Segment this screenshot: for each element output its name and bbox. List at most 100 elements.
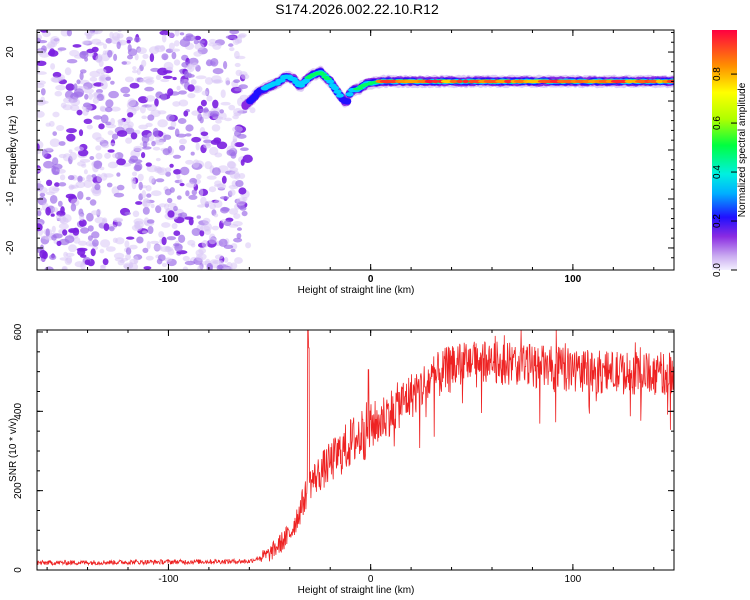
noise-blob — [136, 236, 144, 244]
noise-blob — [52, 187, 60, 192]
noise-blob — [230, 140, 236, 148]
noise-blob — [103, 43, 107, 50]
noise-blob — [62, 229, 68, 236]
noise-blob — [138, 96, 149, 104]
noise-blob — [240, 147, 249, 151]
noise-blob — [172, 154, 182, 159]
y-tick-label: -10 — [5, 191, 16, 206]
noise-blob — [49, 195, 58, 204]
noise-blob — [72, 44, 82, 48]
noise-blob — [48, 120, 55, 127]
ridge-peak — [666, 79, 674, 84]
noise-blob — [179, 38, 191, 47]
noise-blob — [162, 148, 171, 156]
noise-blob — [103, 223, 110, 232]
noise-blob — [81, 163, 87, 168]
noise-blob — [117, 260, 125, 266]
snr-xlabel: Height of straight line (km) — [298, 585, 415, 596]
noise-blob — [242, 154, 253, 163]
noise-blob — [69, 152, 77, 161]
noise-blob — [220, 89, 226, 98]
noise-blob — [225, 77, 231, 86]
noise-blob — [139, 78, 146, 83]
noise-blob — [70, 98, 81, 106]
noise-blob — [197, 265, 203, 270]
noise-blob — [113, 192, 125, 198]
noise-blob — [142, 230, 148, 234]
noise-blob — [105, 99, 114, 108]
ridge-peak — [432, 79, 439, 84]
noise-blob — [234, 50, 240, 59]
noise-blob — [179, 212, 188, 218]
noise-blob — [106, 182, 113, 188]
noise-blob — [69, 104, 80, 112]
noise-blob — [66, 133, 76, 142]
noise-blob — [232, 126, 243, 133]
noise-blob — [229, 30, 240, 35]
noise-blob — [77, 175, 83, 183]
noise-blob — [230, 248, 236, 253]
noise-blob — [113, 252, 125, 259]
noise-blob — [39, 249, 47, 259]
noise-blob — [155, 157, 161, 162]
noise-blob — [203, 139, 213, 144]
noise-blob — [206, 262, 213, 270]
noise-blob — [86, 48, 95, 54]
noise-blob — [160, 78, 170, 83]
noise-blob — [169, 163, 174, 168]
noise-blob — [113, 53, 118, 62]
noise-blob — [238, 84, 248, 90]
noise-blob — [39, 192, 46, 197]
noise-blob — [202, 217, 211, 224]
noise-blob — [124, 76, 134, 83]
ridge-peak — [456, 79, 463, 84]
noise-blob — [123, 93, 131, 98]
noise-blob — [50, 213, 55, 217]
noise-blob — [223, 257, 229, 263]
noise-blob — [124, 211, 131, 216]
noise-blob — [84, 57, 89, 62]
noise-blob — [100, 114, 109, 124]
noise-blob — [145, 95, 156, 102]
noise-blob — [56, 240, 62, 247]
noise-blob — [216, 141, 228, 150]
noise-blob — [154, 45, 166, 53]
noise-blob — [188, 217, 194, 226]
y-tick-label: 10 — [5, 95, 16, 107]
noise-blob — [164, 203, 169, 211]
noise-blob — [74, 88, 85, 97]
noise-blob — [236, 34, 246, 39]
noise-blob — [52, 131, 57, 137]
noise-blob — [166, 236, 176, 241]
noise-blob — [228, 184, 239, 190]
noise-blob — [46, 179, 53, 186]
noise-blob — [64, 90, 74, 100]
noise-blob — [210, 58, 219, 67]
noise-blob — [85, 196, 91, 201]
noise-blob — [94, 183, 101, 191]
colorbar-tick-label: 0.4 — [712, 165, 723, 179]
noise-blob — [65, 193, 76, 199]
noise-blob — [239, 206, 247, 211]
noise-blob — [50, 63, 56, 70]
noise-blob — [76, 79, 81, 85]
noise-blob — [64, 67, 72, 76]
noise-blob — [225, 35, 237, 39]
noise-blob — [146, 104, 157, 112]
noise-blob — [125, 137, 133, 144]
noise-blob — [240, 73, 250, 80]
noise-blob — [127, 54, 133, 60]
snr-axes: -100 0 100 0 200 400 600 — [13, 323, 674, 585]
noise-blob — [83, 169, 88, 175]
noise-blob — [92, 97, 99, 104]
noise-blob — [80, 227, 90, 234]
noise-blob — [229, 47, 235, 52]
noise-blob — [235, 69, 243, 77]
noise-blob — [143, 201, 148, 207]
noise-blob — [116, 158, 126, 166]
noise-blob — [179, 144, 186, 151]
noise-blob — [143, 79, 153, 83]
noise-blob — [167, 210, 175, 218]
noise-blob — [206, 175, 217, 180]
noise-blob — [138, 124, 149, 130]
